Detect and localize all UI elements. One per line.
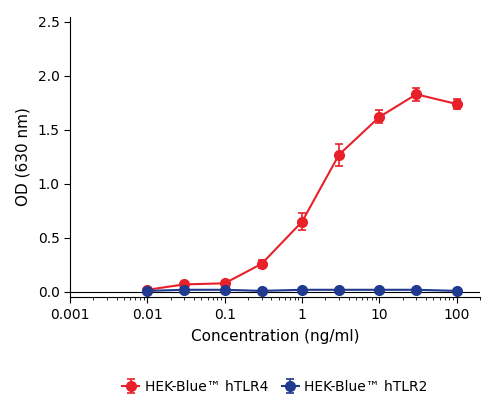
X-axis label: Concentration (ng/ml): Concentration (ng/ml) — [191, 329, 359, 344]
Y-axis label: OD (630 nm): OD (630 nm) — [16, 107, 30, 206]
Legend: HEK-Blue™ hTLR4, HEK-Blue™ hTLR2: HEK-Blue™ hTLR4, HEK-Blue™ hTLR2 — [117, 375, 433, 400]
